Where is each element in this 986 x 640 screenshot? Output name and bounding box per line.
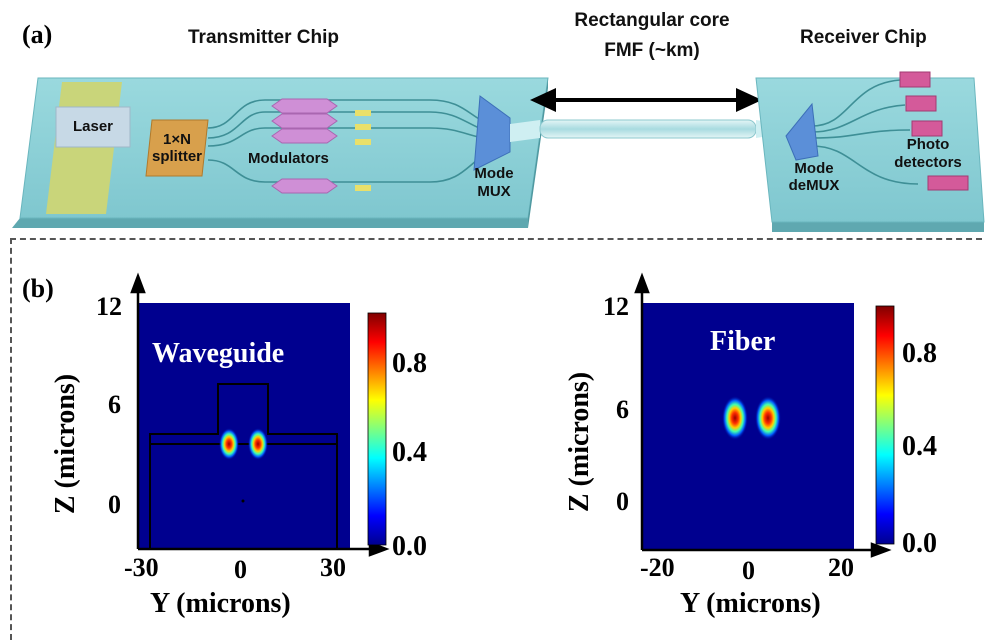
waveguide-axes [130, 272, 390, 557]
mode-demux-block [785, 102, 819, 161]
mode-mux-block [473, 95, 511, 171]
modulators-label: Modulators [248, 150, 329, 167]
waveguide-ytick-0: 0 [108, 490, 121, 519]
link-double-arrow [530, 88, 762, 112]
splitter-block [145, 119, 209, 177]
fiber-ytick-12: 12 [603, 292, 629, 321]
transmitter-chip [12, 77, 549, 228]
waveguide-cb-tick-00: 0.0 [392, 531, 427, 562]
fiber-ylabel: Z (microns) [564, 371, 595, 513]
waveguide-xtick-30: 30 [320, 553, 346, 582]
waveguide-mode-lobe-right [248, 428, 268, 460]
fiber-ytick-0: 0 [616, 487, 629, 516]
laser-block [55, 106, 131, 148]
fiber-xtick-20: 20 [828, 553, 854, 582]
transmitter-chip-title: Transmitter Chip [188, 27, 339, 48]
waveguide-xtick-0: 0 [234, 555, 247, 584]
fiber-ytick-6: 6 [616, 395, 629, 424]
waveguide-mode-lobe-left [219, 428, 239, 460]
waveguide-plot-title: Waveguide [152, 338, 285, 369]
fiber-plot-title: Fiber [710, 326, 776, 357]
splitter-label-line1: 1×N [163, 131, 191, 148]
fiber-xtick-0: 0 [742, 556, 755, 585]
fiber-cb-tick-00: 0.0 [902, 528, 937, 559]
receiver-chip-title: Receiver Chip [800, 27, 927, 48]
waveguide-colorbar [367, 312, 387, 546]
splitter-label-line2: splitter [151, 148, 202, 165]
fiber-mode-lobe-left [722, 396, 748, 440]
fiber-cb-tick-08: 0.8 [902, 338, 937, 369]
link-title-line1: Rectangular core [574, 10, 730, 31]
panel-b-frame [10, 238, 982, 640]
photodetector-array [899, 71, 969, 191]
link-title-line2: FMF (~km) [604, 40, 700, 61]
waveguide-ytick-12: 12 [96, 292, 122, 321]
waveguide-xlabel: Y (microns) [150, 588, 291, 619]
fiber-colorbar [875, 305, 895, 545]
receiver-waveguides [811, 79, 919, 185]
waveguide-xtick-neg30: -30 [124, 553, 159, 582]
waveguide-plot [130, 272, 390, 557]
waveguide-ylabel: Z (microns) [50, 373, 81, 515]
photodetector-label-line1: Photo [906, 136, 950, 153]
demux-label-line1: Mode [794, 160, 834, 177]
mux-label-line1: Mode [474, 165, 514, 182]
fiber-mode-lobe-right [755, 396, 781, 440]
laser-label: Laser [72, 118, 114, 135]
waveguide-plot-area [138, 303, 350, 549]
waveguide-cb-tick-04: 0.4 [392, 437, 427, 468]
fiber-axes [634, 272, 892, 558]
fiber-plot-area [642, 303, 854, 550]
system-diagram [12, 71, 985, 232]
panel-b-label: (b) [22, 274, 54, 303]
mux-label-line2: MUX [477, 183, 511, 200]
fiber-plot [634, 272, 895, 558]
fiber-xlabel: Y (microns) [680, 588, 821, 619]
photodetector-label-line2: detectors [894, 154, 962, 171]
waveguide-cb-tick-08: 0.8 [392, 348, 427, 379]
fiber-cb-tick-04: 0.4 [902, 431, 937, 462]
demux-label-line2: deMUX [788, 177, 840, 194]
fiber-xtick-neg20: -20 [640, 553, 675, 582]
panel-a-label: (a) [22, 20, 53, 49]
modulator-array [271, 98, 371, 194]
waveguide-structure-outline [149, 383, 338, 549]
waveguide-ytick-6: 6 [108, 390, 121, 419]
waveguide-marker-dot [241, 499, 245, 503]
